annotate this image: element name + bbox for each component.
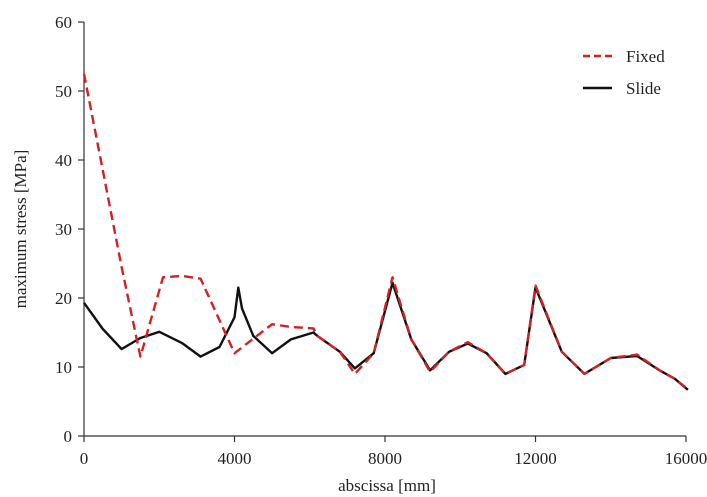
series-line-slide [83,281,689,391]
y-tick-label: 10 [55,358,72,377]
y-tick-label: 30 [55,220,72,239]
x-tick-label: 0 [80,449,89,468]
y-axis-title: maximum stress [MPa] [11,150,30,309]
x-tick-label: 4000 [218,449,252,468]
series-layer [82,73,689,391]
y-tick-label: 50 [55,82,72,101]
legend-label-slide: Slide [626,79,661,98]
legend: Fixed Slide [583,47,665,98]
y-tick-label: 0 [64,427,73,446]
legend-label-fixed: Fixed [626,47,665,66]
axes [83,22,686,437]
y-tick-label: 60 [55,13,72,32]
x-axis-title: abscissa [mm] [338,476,436,495]
series-line-fixed [82,73,689,391]
x-tick-label: 16000 [665,449,707,468]
x-tick-label: 12000 [514,449,557,468]
x-tick-label: 8000 [368,449,402,468]
tick-labels: 0 10 20 30 40 50 60 0 4000 8000 12000 16000 [55,13,707,468]
y-tick-label: 40 [55,151,72,170]
y-tick-label: 20 [55,289,72,308]
